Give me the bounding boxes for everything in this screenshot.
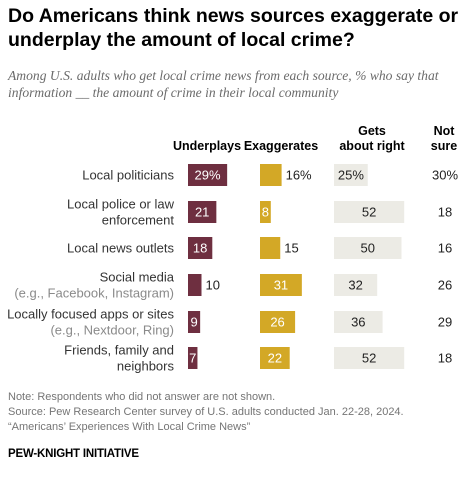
data-label-2-5: 52 [362, 351, 376, 366]
header-gets-about-right-line-0: Gets [358, 124, 386, 138]
bar-2-4 [334, 311, 383, 333]
data-label-1-3: 31 [274, 278, 288, 293]
data-label-0-4: 9 [190, 315, 197, 330]
data-label-0-0: 29% [195, 168, 221, 183]
category-label-5-0: Friends, family and [64, 343, 174, 358]
data-label-2-3: 32 [348, 278, 362, 293]
category-label-1-1: enforcement [102, 213, 175, 228]
data-label-0-2: 18 [193, 241, 207, 256]
data-label-2-1: 52 [362, 205, 376, 220]
note-text: Note: Respondents who did not answer are… [8, 391, 276, 403]
category-label-0-0: Local politicians [82, 168, 174, 183]
not-sure-value-0: 30% [432, 168, 458, 183]
data-label-0-5: 7 [189, 351, 196, 366]
category-label-5-1: neighbors [117, 359, 175, 374]
not-sure-value-2: 16 [438, 241, 452, 256]
bar-2-3 [334, 274, 378, 296]
category-label-4-0: Locally focused apps or sites [7, 307, 174, 322]
category-label-1-0: Local police or law [67, 197, 175, 212]
header-exaggerates: Exaggerates [244, 139, 318, 153]
bar-2-5 [334, 347, 405, 369]
bar-1-3 [260, 274, 302, 296]
bar-1-2 [260, 237, 281, 259]
category-label-3-0: Social media [100, 270, 175, 285]
report-title-text: “Americans’ Experiences With Local Crime… [8, 421, 251, 433]
chart-title: Do Americans think news sources exaggera… [8, 5, 459, 51]
bar-2-1 [334, 201, 405, 223]
bar-2-0 [334, 164, 368, 186]
bar-0-3 [188, 274, 202, 296]
data-label-0-3: 10 [206, 278, 220, 293]
bar-0-5 [188, 347, 198, 369]
bar-0-1 [188, 201, 217, 223]
data-label-1-0: 16% [286, 168, 312, 183]
data-label-2-2: 50 [361, 241, 375, 256]
bar-0-0 [188, 164, 228, 186]
brand-label: PEW-KNIGHT INITIATIVE [8, 448, 139, 460]
category-label-4-1: (e.g., Nextdoor, Ring) [50, 323, 174, 338]
header-gets-about-right-line-1: about right [339, 139, 405, 153]
chart-subtitle: Among U.S. adults who get local crime ne… [8, 68, 439, 100]
data-label-1-1: 8 [262, 205, 269, 220]
bar-1-4 [260, 311, 296, 333]
data-label-1-2: 15 [284, 241, 298, 256]
bar-1-0 [260, 164, 282, 186]
category-label-2-0: Local news outlets [67, 241, 174, 256]
data-label-1-5: 22 [268, 351, 282, 366]
data-label-2-4: 36 [351, 315, 365, 330]
bar-0-4 [188, 311, 201, 333]
header-not-sure-line-0: Not [434, 124, 456, 138]
not-sure-value-4: 29 [438, 315, 452, 330]
header-not-sure-line-1: sure [431, 139, 457, 153]
not-sure-value-1: 18 [438, 205, 452, 220]
not-sure-value-3: 26 [438, 278, 452, 293]
data-label-2-0: 25% [338, 168, 364, 183]
bar-0-2 [188, 237, 213, 259]
bar-1-5 [260, 347, 290, 369]
header-underplays: Underplays [173, 139, 241, 153]
bar-1-1 [260, 201, 271, 223]
category-label-3-1: (e.g., Facebook, Instagram) [14, 286, 174, 301]
footer-notes: Note: Respondents who did not answer are… [8, 390, 470, 435]
not-sure-value-5: 18 [438, 351, 452, 366]
data-label-0-1: 21 [195, 205, 209, 220]
bar-2-2 [334, 237, 402, 259]
source-text: Source: Pew Research Center survey of U.… [8, 406, 404, 418]
data-label-1-4: 26 [270, 315, 284, 330]
